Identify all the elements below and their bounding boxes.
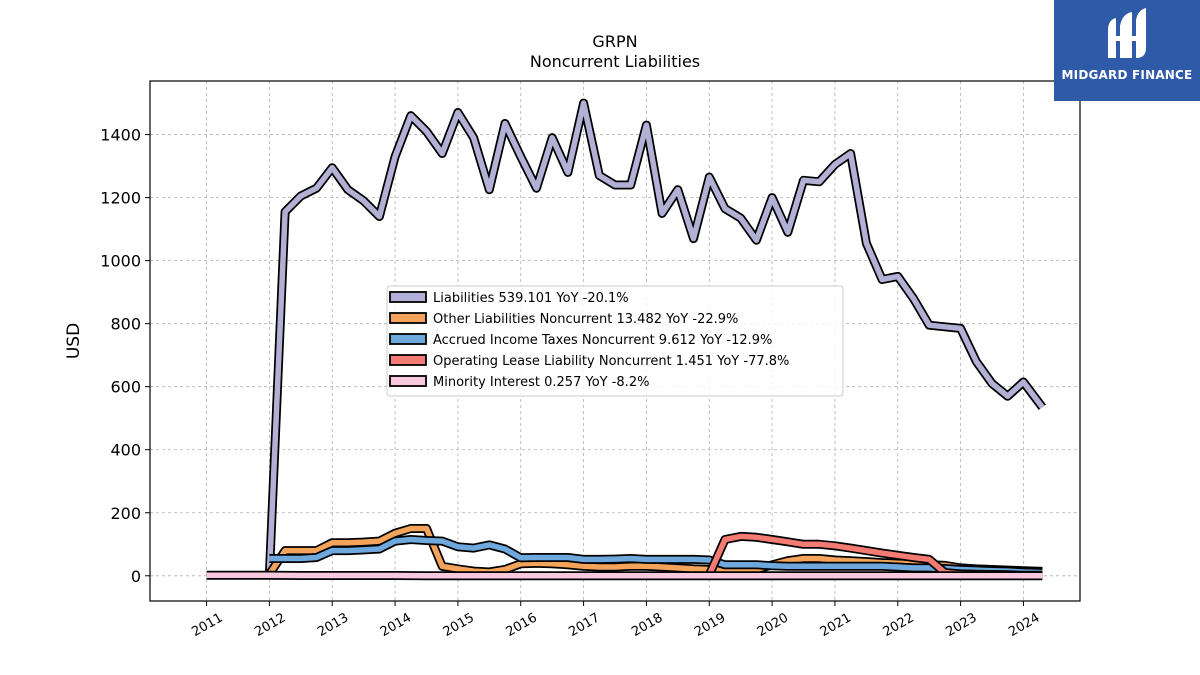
series-layer [206,98,1046,581]
legend-swatch [389,354,427,366]
y-axis: 0 200 400 600 800 1000 1200 1400 [100,126,150,586]
series-line [266,100,1045,575]
legend-item: Accrued Income Taxes Noncurrent 9.612 Yo… [389,333,772,348]
legend-swatch [389,291,427,303]
series-line [269,536,1043,576]
y-tick-label: 1400 [100,126,141,145]
y-tick-label: 800 [110,315,141,334]
y-tick-label: 200 [110,504,141,523]
series-accrued-income-taxes-noncurrent [269,535,1043,578]
legend-swatch [389,333,427,345]
legend-box [386,285,844,397]
series-minority-interest [206,570,1043,581]
midgard-finance-logo: MIDGARD FINANCE [1054,0,1200,101]
logo-icon [1108,8,1146,58]
chart-title: GRPN [592,32,637,51]
series-liabilities [264,98,1046,575]
chart-subtitle: Noncurrent Liabilities [530,52,700,71]
y-tick-label: 0 [131,567,141,586]
plot-frame [149,80,1081,602]
legend: Liabilities 539.101 YoY -20.1% Other Liab… [386,285,844,397]
y-tick-label: 1200 [100,189,141,208]
legend-item: Operating Lease Liability Noncurrent 1.4… [389,354,789,369]
logo-text: MIDGARD FINANCE [1061,68,1193,82]
legend-label: Operating Lease Liability Noncurrent 1.4… [433,354,789,369]
y-tick-label: 400 [110,441,141,460]
y-tick-label: 600 [110,378,141,397]
legend-item: Liabilities 539.101 YoY -20.1% [389,291,629,306]
legend-swatch [389,375,427,387]
legend-item: Other Liabilities Noncurrent 13.482 YoY … [389,312,738,327]
legend-item: Minority Interest 0.257 YoY -8.2% [389,375,649,390]
series-line [206,572,1043,579]
legend-label: Accrued Income Taxes Noncurrent 9.612 Yo… [433,333,772,348]
legend-label: Liabilities 539.101 YoY -20.1% [433,291,629,306]
legend-label: Other Liabilities Noncurrent 13.482 YoY … [433,312,738,327]
legend-swatch [389,312,427,324]
y-axis-label: USD [64,323,84,359]
y-tick-label: 1000 [100,252,141,271]
legend-label: Minority Interest 0.257 YoY -8.2% [433,375,649,390]
